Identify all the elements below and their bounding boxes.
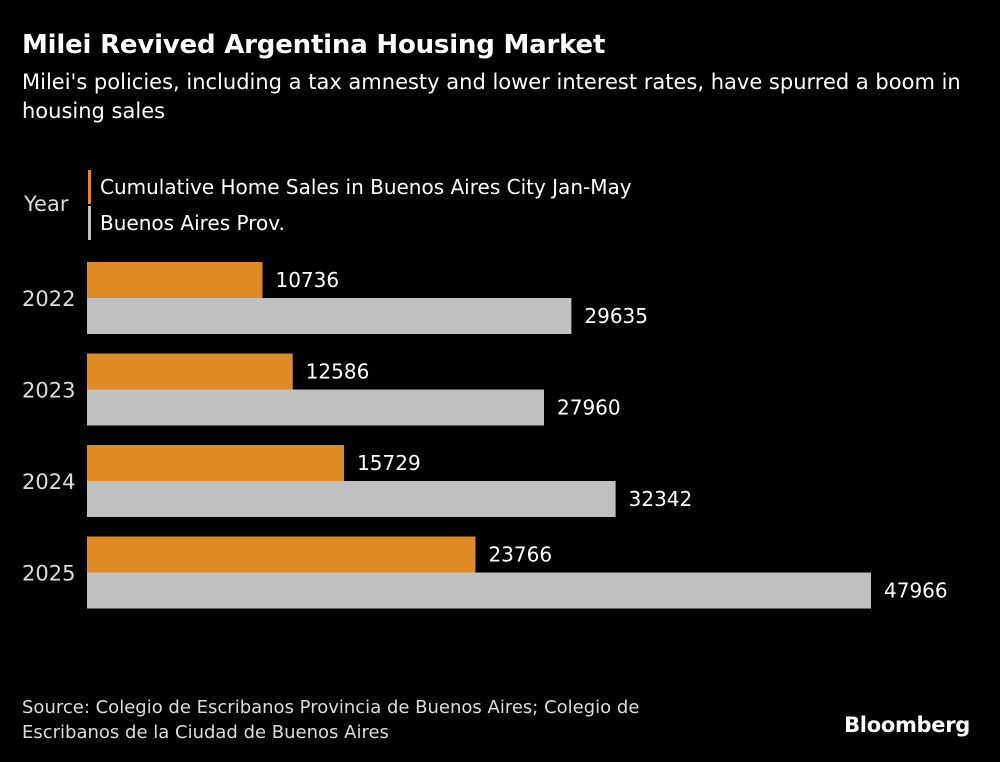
category-label-2023: 2023 xyxy=(22,379,75,403)
bar-province-2022 xyxy=(87,298,572,334)
legend-item-province: Buenos Aires Prov. xyxy=(88,205,285,241)
legend-label-city: Cumulative Home Sales in Buenos Aires Ci… xyxy=(100,175,632,199)
bar-city-2024 xyxy=(87,445,345,481)
legend-label-province: Buenos Aires Prov. xyxy=(100,211,285,235)
data-label-city-2024: 15729 xyxy=(357,451,421,475)
legend-category-label: Year xyxy=(24,192,69,216)
source-note: Source: Colegio de Escribanos Provincia … xyxy=(22,697,640,743)
data-label-province-2022: 29635 xyxy=(584,304,648,328)
bar-province-2023 xyxy=(87,389,545,426)
data-label-province-2024: 32342 xyxy=(629,487,693,511)
bloomberg-logo: Bloomberg xyxy=(844,713,970,737)
chart-title: Milei Revived Argentina Housing Market xyxy=(22,30,606,60)
data-label-city-2023: 12586 xyxy=(306,360,370,384)
data-label-city-2025: 23766 xyxy=(488,543,552,567)
bar-city-2022 xyxy=(87,262,263,298)
chart-subtitle: Milei's policies, including a tax amnest… xyxy=(22,70,961,123)
data-label-province-2025: 47966 xyxy=(884,579,948,603)
data-label-province-2023: 27960 xyxy=(557,396,621,420)
category-label-2022: 2022 xyxy=(22,287,75,311)
bar-city-2025 xyxy=(87,536,476,573)
bar-city-2023 xyxy=(87,353,293,390)
legend-swatch-city xyxy=(88,170,91,204)
category-label-2025: 2025 xyxy=(22,562,75,586)
category-label-2024: 2024 xyxy=(22,470,75,494)
legend-swatch-province xyxy=(88,206,91,240)
legend-item-city: Cumulative Home Sales in Buenos Aires Ci… xyxy=(88,169,632,205)
bar-province-2024 xyxy=(87,481,616,517)
data-label-city-2022: 10736 xyxy=(275,268,339,292)
bar-province-2025 xyxy=(87,572,871,609)
